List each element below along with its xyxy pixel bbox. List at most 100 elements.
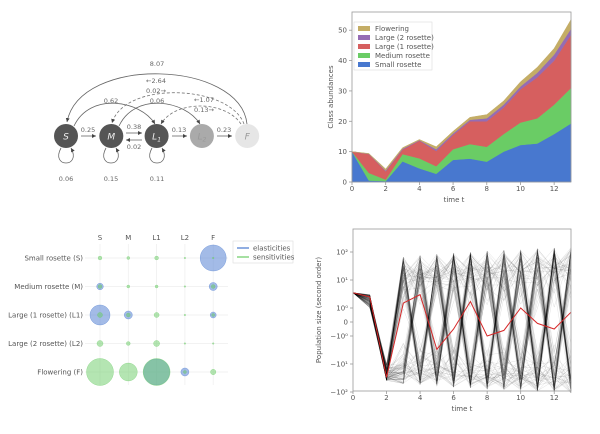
edge-f-s	[65, 73, 248, 125]
simulation-line	[352, 251, 572, 390]
simulation-line	[352, 249, 572, 393]
simulation-line	[352, 250, 572, 388]
simulation-line	[352, 253, 572, 385]
sensitivities-bubble	[119, 362, 138, 382]
edge-label-m-f: 0.02→	[146, 87, 166, 95]
x-tick-label: 2	[384, 394, 388, 402]
simulation-line	[352, 249, 572, 392]
simulation-line	[352, 254, 572, 386]
x-tick-label: 6	[451, 394, 456, 402]
simulation-line	[352, 254, 572, 385]
simulation-line	[352, 247, 572, 384]
x-tick-label: 12	[550, 394, 559, 402]
simulation-line	[352, 253, 572, 381]
edge-f-m	[111, 92, 245, 125]
x-tick-label: 4	[418, 394, 423, 402]
x-tick-label: 4	[417, 185, 422, 193]
simulation-line	[352, 255, 572, 388]
sensitivities-bubble	[154, 284, 159, 289]
simulation-line	[352, 255, 572, 388]
simulation-line	[352, 254, 572, 380]
simulation-line	[352, 250, 572, 390]
y-tick-label: 40	[338, 57, 347, 65]
simulation-line	[352, 248, 572, 392]
sensitivities-bubble	[212, 256, 215, 260]
highlighted-line	[352, 292, 572, 378]
simulation-line	[352, 252, 572, 384]
simulation-line	[352, 250, 572, 385]
sensitivities-bubble	[96, 340, 104, 347]
simulation-line	[352, 252, 572, 376]
simulation-line	[352, 263, 572, 386]
simulation-line	[352, 256, 572, 386]
simulation-line	[352, 249, 572, 390]
simulation-line	[352, 249, 572, 386]
edge-label-f-l1: ←1.07	[194, 96, 214, 104]
node-m: M	[99, 124, 124, 148]
simulation-line	[352, 250, 572, 390]
simulation-line	[352, 260, 572, 392]
simulation-line	[352, 254, 572, 389]
row-label: Large (1 rosette) (L1)	[8, 312, 83, 320]
simulation-line	[352, 253, 572, 390]
simulation-line	[352, 247, 572, 381]
bubble-chart: S M L1 L2 F Small rosette (S) Medium rosette (…	[8, 234, 295, 386]
column-label: M	[125, 234, 131, 242]
node-circle	[235, 124, 260, 148]
x-tick-label: 10	[516, 394, 525, 402]
row-label: Small rosette (S)	[24, 255, 83, 263]
edge-label-s-s: 0.06	[59, 175, 73, 183]
node-l1: L1	[144, 124, 169, 148]
simulation-line	[352, 248, 572, 391]
simulation-line	[352, 253, 572, 392]
sensitivities-bubble	[142, 358, 171, 386]
y-axis-label: Population size (second order)	[315, 257, 323, 363]
y-tick-label: 10¹	[336, 277, 348, 285]
sensitivities-bubble	[210, 369, 217, 375]
simulation-line	[352, 252, 572, 393]
simulation-line	[352, 258, 572, 394]
simulation-line	[352, 254, 572, 392]
simulation-line	[352, 254, 572, 388]
simulation-line	[352, 252, 572, 392]
simulation-line	[352, 251, 572, 391]
simulation-line	[352, 254, 572, 389]
simulation-line	[352, 248, 572, 391]
simulation-line	[352, 247, 572, 391]
simulation-line	[352, 247, 572, 389]
simulation-line	[352, 254, 572, 386]
y-tick-label: 30	[338, 87, 347, 95]
node-label: M	[107, 133, 115, 143]
simulation-line	[352, 254, 572, 385]
simulation-line	[352, 252, 572, 386]
legend-label: Flowering	[375, 25, 409, 33]
x-tick-label: 2	[383, 185, 387, 193]
sensitivities-bubble	[183, 256, 186, 260]
simulation-line	[352, 248, 572, 387]
simulation-line	[352, 250, 572, 386]
legend-label: sensitivities	[253, 254, 295, 262]
simulation-line	[352, 253, 572, 390]
simulation-line	[352, 258, 572, 390]
column-label: L1	[152, 234, 160, 242]
simulation-line	[352, 251, 572, 389]
node-circle	[189, 124, 214, 148]
row-label: Flowering (F)	[37, 369, 83, 377]
y-tick-label: −10¹	[330, 361, 348, 369]
node-circle	[144, 124, 169, 148]
column-label: F	[211, 234, 215, 242]
legend-swatch	[358, 26, 370, 31]
self-loop-s	[58, 147, 75, 164]
simulation-line	[352, 255, 572, 386]
simulation-line	[352, 249, 572, 390]
simulation-line	[352, 252, 572, 388]
x-tick-label: 0	[351, 394, 355, 402]
self-loop-m	[103, 147, 120, 164]
x-tick-label: 8	[485, 394, 489, 402]
node-f: F	[235, 124, 260, 148]
x-tick-label: 10	[516, 185, 525, 193]
simulation-line	[352, 259, 572, 390]
sensitivities-bubble	[86, 358, 114, 386]
node-circle	[54, 124, 78, 148]
simulation-line	[352, 249, 572, 387]
